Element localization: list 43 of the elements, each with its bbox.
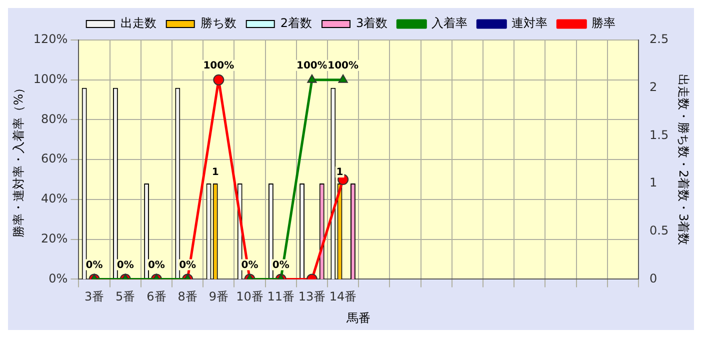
y2-tick-label: 1: [650, 176, 658, 190]
y2-axis-title: 出走数・勝ち数・2着数・3着数: [676, 74, 691, 246]
y2-tick-label: 0: [650, 271, 658, 286]
y-tick-label: 60%: [41, 152, 68, 166]
x-tick-label: 8番: [178, 290, 198, 304]
y-tick-label: 100%: [33, 72, 68, 86]
y-tick-label: 40%: [41, 192, 68, 206]
x-tick-label: 9番: [208, 290, 228, 304]
y2-tick-label: 0.5: [650, 223, 669, 238]
x-tick-label: 11番: [267, 290, 294, 304]
x-tick-label: 10番: [236, 290, 264, 304]
legend-label: 出走数: [120, 16, 156, 30]
x-tick-label: 3番: [84, 290, 104, 304]
data-label: 1: [336, 167, 344, 178]
y-axis-title: 勝率・連対率・入着率（%）: [11, 82, 26, 238]
y2-tick-label: 1.5: [650, 128, 669, 142]
y2-tick-label: 2: [650, 80, 658, 94]
x-tick-label: 5番: [116, 290, 136, 304]
data-label: 100%: [296, 60, 328, 72]
y2-tick-label: 2.5: [650, 32, 669, 46]
legend-label: 2着数: [280, 16, 312, 30]
x-axis-title: 馬番: [346, 310, 371, 325]
y-tick-label: 120%: [33, 32, 68, 46]
data-label: 0%: [148, 260, 165, 271]
data-label: 0%: [272, 260, 290, 271]
y-tick-label: 0%: [48, 271, 68, 286]
data-label: 0%: [179, 260, 196, 271]
data-label: 0%: [116, 260, 134, 271]
data-label: 100%: [203, 60, 234, 72]
legend-label: 勝ち数: [200, 16, 236, 30]
data-label: 1: [212, 167, 219, 178]
x-tick-label: 14番: [329, 290, 357, 304]
data-label: 0%: [241, 260, 258, 271]
legend-label: 勝率: [592, 16, 616, 30]
data-label: 100%: [328, 60, 359, 72]
legend-label: 3着数: [356, 16, 388, 30]
x-tick-label: 6番: [146, 290, 166, 304]
data-label: 0%: [86, 260, 103, 271]
y-tick-label: 80%: [41, 112, 68, 126]
y-tick-label: 20%: [41, 231, 68, 246]
legend-label: 入着率: [432, 16, 468, 30]
legend-label: 連対率: [512, 16, 548, 30]
x-tick-label: 13番: [298, 290, 326, 304]
